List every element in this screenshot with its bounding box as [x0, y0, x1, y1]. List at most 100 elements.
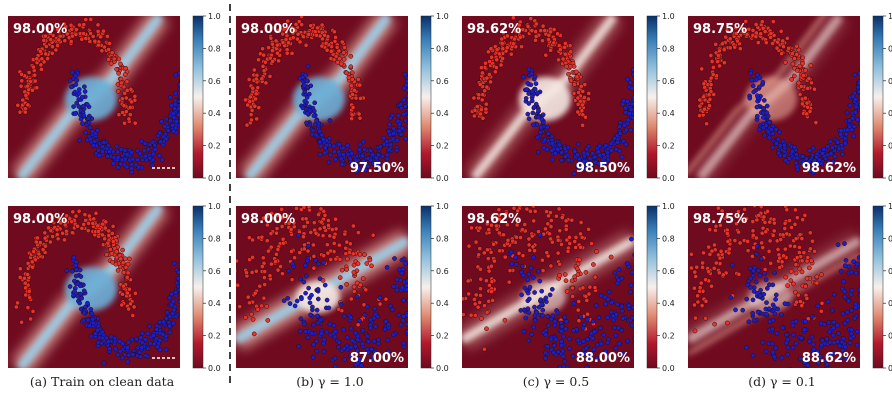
- point-class-1: [113, 346, 118, 352]
- point-class-0: [758, 206, 764, 209]
- point-class-0: [580, 89, 586, 94]
- point-class-1: [329, 369, 333, 373]
- point-class-1: [181, 77, 185, 81]
- point-class-1: [309, 331, 315, 336]
- point-class-1: [342, 357, 347, 362]
- point-class-0: [19, 72, 24, 77]
- point-class-1: [126, 339, 131, 345]
- point-class-1: [88, 136, 93, 142]
- point-class-0: [303, 42, 309, 48]
- point-class-1: [534, 309, 540, 315]
- point-class-0: [508, 194, 512, 198]
- point-class-0: [88, 17, 94, 22]
- point-class-1: [584, 165, 590, 171]
- panel-r0-c1: 98.00%97.50%: [236, 16, 408, 178]
- point-class-0: [806, 76, 812, 81]
- point-class-1: [797, 356, 803, 361]
- point-class-1: [572, 149, 578, 154]
- point-class-0: [486, 268, 492, 274]
- point-class-1: [316, 261, 321, 267]
- point-class-1: [311, 342, 316, 348]
- accuracy-top-label: 98.75%: [693, 22, 747, 37]
- colorbar: 0.00.20.40.60.81.0: [646, 12, 675, 183]
- point-class-0: [333, 226, 339, 232]
- point-class-0: [95, 22, 101, 28]
- point-class-0: [261, 215, 266, 221]
- point-class-0: [703, 277, 708, 283]
- column-caption: (b) γ = 1.0: [296, 374, 364, 389]
- point-class-1: [347, 156, 353, 162]
- colorbar-tick-label: 1.0: [662, 12, 675, 21]
- point-class-0: [528, 208, 533, 214]
- point-class-1: [80, 121, 85, 126]
- point-class-1: [770, 144, 775, 150]
- point-class-0: [56, 215, 61, 221]
- point-class-0: [95, 223, 101, 229]
- point-class-0: [566, 71, 571, 77]
- colorbar-tick-label: 0.8: [888, 234, 892, 243]
- point-class-1: [394, 147, 400, 153]
- scatter-points: [689, 206, 866, 368]
- point-class-0: [724, 214, 729, 220]
- point-class-0: [17, 109, 23, 115]
- point-class-0: [322, 212, 328, 218]
- point-class-1: [628, 282, 634, 288]
- point-class-1: [751, 89, 757, 95]
- point-class-1: [124, 152, 130, 158]
- point-class-0: [23, 292, 29, 298]
- point-class-1: [406, 298, 408, 303]
- point-class-1: [601, 152, 607, 157]
- point-class-0: [35, 235, 40, 241]
- point-class-0: [589, 241, 594, 246]
- point-class-0: [594, 249, 599, 254]
- point-class-1: [750, 268, 756, 274]
- point-class-0: [759, 19, 765, 25]
- point-class-1: [772, 270, 777, 276]
- point-class-0: [267, 55, 273, 61]
- point-class-0: [319, 219, 324, 225]
- point-class-1: [571, 328, 576, 333]
- point-class-0: [793, 270, 799, 276]
- point-class-0: [77, 22, 82, 28]
- point-class-1: [583, 345, 589, 351]
- point-class-1: [403, 261, 408, 267]
- point-class-0: [583, 114, 588, 120]
- point-class-1: [612, 270, 618, 276]
- point-class-0: [695, 299, 701, 305]
- point-class-0: [794, 43, 800, 49]
- point-class-1: [537, 232, 543, 238]
- point-class-1: [64, 268, 70, 273]
- point-class-1: [535, 149, 541, 155]
- point-class-1: [563, 154, 568, 160]
- point-class-1: [182, 284, 186, 288]
- point-class-1: [809, 334, 815, 340]
- point-class-0: [734, 31, 739, 36]
- point-class-1: [633, 114, 634, 118]
- point-class-1: [628, 289, 633, 295]
- point-class-0: [90, 221, 96, 226]
- point-class-0: [778, 28, 784, 34]
- colorbar-tick-label: 0.2: [888, 142, 892, 151]
- point-class-0: [133, 290, 138, 296]
- point-class-1: [861, 261, 865, 265]
- point-class-1: [74, 100, 80, 106]
- point-class-1: [313, 132, 319, 138]
- point-class-1: [173, 72, 178, 78]
- point-class-1: [304, 120, 309, 126]
- point-class-0: [308, 230, 314, 235]
- point-class-1: [73, 273, 79, 279]
- colorbar: 0.00.20.40.60.81.0: [872, 12, 892, 183]
- point-class-1: [862, 281, 866, 285]
- point-class-0: [735, 214, 741, 220]
- point-class-0: [236, 268, 237, 272]
- panel-r0-c0: 98.00%: [8, 16, 185, 178]
- colorbar-tick-label: 0.4: [436, 109, 449, 118]
- point-class-0: [504, 45, 510, 51]
- point-class-1: [526, 91, 532, 96]
- point-class-0: [68, 39, 74, 44]
- point-class-0: [37, 240, 43, 245]
- colorbar-gradient: [420, 15, 432, 179]
- point-class-1: [849, 327, 855, 333]
- point-class-1: [353, 330, 358, 336]
- point-class-1: [550, 141, 555, 146]
